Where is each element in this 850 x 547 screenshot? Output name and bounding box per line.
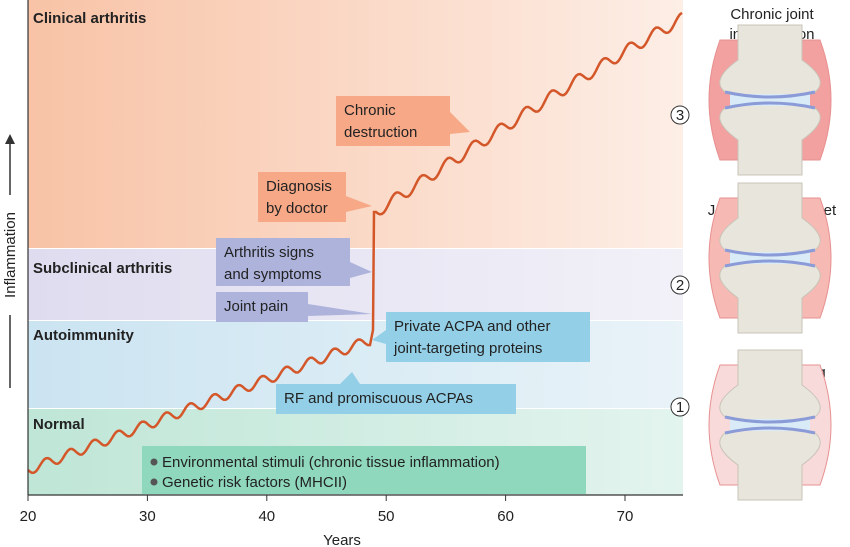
callout xyxy=(386,312,590,362)
curve xyxy=(27,11,683,475)
callout-pointer xyxy=(450,112,470,134)
callout xyxy=(216,238,350,286)
cartilage xyxy=(724,426,816,435)
band-label: Normal xyxy=(33,416,85,433)
callout-text: Diagnosis xyxy=(266,178,332,195)
cartilage xyxy=(724,415,816,424)
band-label: Autoimmunity xyxy=(33,327,134,344)
callout xyxy=(258,172,346,222)
band-bg xyxy=(28,249,683,320)
callout-pointer xyxy=(372,330,386,344)
stage-circle xyxy=(670,397,690,417)
callout-text: Private ACPA and other xyxy=(394,318,550,335)
x-axis-label: Years xyxy=(323,532,361,547)
callout-text: Chronic xyxy=(344,102,396,119)
x-tick-label: 60 xyxy=(497,508,514,525)
stage-circle xyxy=(670,275,690,295)
x-tick-label: 70 xyxy=(617,508,634,525)
band-label: Subclinical arthritis xyxy=(33,260,172,277)
callout-text: RF and promiscuous ACPAs xyxy=(284,390,473,407)
bullet xyxy=(150,458,158,466)
cartilage xyxy=(724,259,816,268)
band-label: Clinical arthritis xyxy=(33,10,146,27)
arrow-head xyxy=(5,134,15,144)
callout-pointer xyxy=(308,304,372,316)
callout-pointer xyxy=(346,196,372,212)
stage-number: 2 xyxy=(676,277,684,294)
callout-pointer xyxy=(350,262,372,278)
callout xyxy=(276,384,516,414)
cartilage xyxy=(724,248,816,257)
callout-text: and symptoms xyxy=(224,266,322,283)
x-tick-label: 50 xyxy=(378,508,395,525)
callout-text: joint-targeting proteins xyxy=(393,340,542,357)
cartilage xyxy=(724,101,816,110)
bullet xyxy=(150,478,158,486)
x-tick-label: 20 xyxy=(20,508,37,525)
stage-number: 3 xyxy=(676,107,684,124)
x-tick-label: 40 xyxy=(258,508,275,525)
callout xyxy=(216,292,308,322)
callout-text: Joint pain xyxy=(224,298,288,315)
callout-text: Arthritis signs xyxy=(224,244,314,261)
callout xyxy=(142,446,586,494)
stage-label: Chronic joint xyxy=(730,6,814,23)
callout xyxy=(336,96,450,146)
stage-circle xyxy=(670,105,690,125)
y-axis-label: Inflammation xyxy=(2,212,19,298)
stage-number: 1 xyxy=(676,399,684,416)
x-tick-label: 30 xyxy=(139,508,156,525)
callout-pointer xyxy=(340,372,360,384)
cartilage xyxy=(724,90,816,99)
callout-text: by doctor xyxy=(266,200,328,217)
callout-text: Genetic risk factors (MHCII) xyxy=(162,474,347,491)
callout-text: destruction xyxy=(344,124,417,141)
callout-text: Environmental stimuli (chronic tissue in… xyxy=(162,454,500,471)
